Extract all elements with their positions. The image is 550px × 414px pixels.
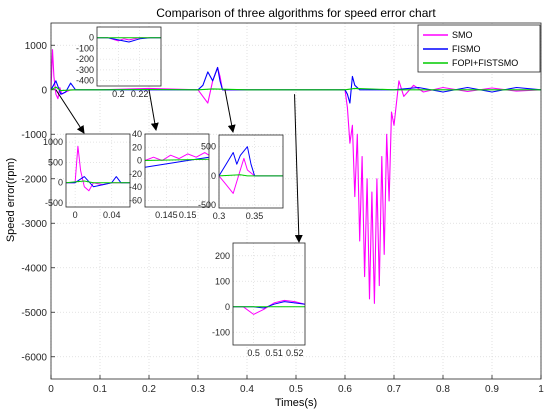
- inset-x-tick-label: 0.145: [155, 210, 178, 220]
- plot-frame: [50, 22, 542, 380]
- legend-label: SMO: [452, 30, 473, 40]
- inset-y-tick-label: 20: [132, 142, 142, 152]
- inset-y-tick-label: -60: [129, 195, 142, 205]
- inset-y-tick-label: 40: [132, 129, 142, 139]
- x-tick-label: 0.3: [191, 384, 205, 395]
- inset-frame: [218, 134, 284, 209]
- inset-series-line: [144, 158, 210, 161]
- zoom-arrow: [148, 89, 159, 131]
- inset-x-tick-label: 0.5: [247, 348, 260, 358]
- inset-x-tick-label: 0.22: [131, 89, 149, 99]
- inset-x-tick-label: 0.2: [112, 89, 125, 99]
- y-tick-label: 1000: [25, 41, 48, 52]
- x-tick-label: 0.8: [436, 384, 450, 395]
- series-line-fopi-fistsmo: [50, 86, 541, 92]
- inset-plots: 0.2 0.220-100-200-300-4000 0.0410005000-50…: [43, 26, 306, 358]
- zoom-arrow: [55, 89, 85, 134]
- inset-y-tick-label: 500: [48, 157, 63, 167]
- y-tick-label: -3000: [21, 219, 47, 230]
- inset-y-tick-label: -20: [129, 169, 142, 179]
- inset-plot: 0 0.04 1000 500 0 -500: [43, 133, 131, 220]
- y-axis-label: Speed error(rpm): [5, 158, 17, 242]
- zoom-arrows: [55, 89, 303, 243]
- inset-y-tick-label: -500: [198, 200, 216, 210]
- inset-y-tick-label: 0: [137, 156, 142, 166]
- inset-x-tick-label: 0.51: [265, 348, 283, 358]
- inset-y-tick-label: 0: [58, 178, 63, 188]
- inset-y-tick-label: -100: [212, 327, 230, 337]
- inset-y-tick-label: 100: [215, 276, 230, 286]
- inset-y-tick-label: -100: [76, 43, 94, 53]
- inset-y-tick-label: 1000: [43, 137, 63, 147]
- inset-y-tick-label: -300: [76, 65, 94, 75]
- inset-y-tick-label: 0: [225, 302, 230, 312]
- inset-y-tick-label: 500: [201, 142, 216, 152]
- x-tick-label: 0.2: [142, 384, 156, 395]
- inset-plot: 0.145 0.15 40 20 0 -20 -40 -60: [129, 129, 210, 220]
- inset-y-tick-label: 0: [89, 33, 94, 43]
- inset-y-tick-label: 0: [211, 171, 216, 181]
- inset-background: [219, 135, 283, 208]
- inset-y-tick-label: -500: [45, 198, 63, 208]
- inset-frame: [144, 133, 210, 208]
- zoom-arrow: [294, 94, 303, 243]
- inset-series-line: [218, 174, 283, 177]
- inset-background: [97, 27, 161, 86]
- inset-y-tick-label: -400: [76, 76, 94, 86]
- inset-frame: [96, 26, 162, 87]
- inset-series-line: [144, 156, 210, 168]
- inset-frame: [232, 242, 306, 346]
- y-tick-label: 0: [41, 85, 47, 96]
- inset-series-line: [66, 176, 130, 188]
- inset-y-tick-label: 200: [215, 251, 230, 261]
- inset-series-line: [144, 152, 210, 161]
- y-tick-label: -2000: [21, 174, 47, 185]
- inset-y-tick-label: -200: [76, 54, 94, 64]
- x-tick-label: 0.4: [240, 384, 254, 395]
- x-axis-label: Times(s): [275, 397, 317, 409]
- inset-background: [145, 134, 209, 207]
- x-tick-label: 0.9: [485, 384, 499, 395]
- y-tick-label: -4000: [21, 263, 47, 274]
- inset-background: [233, 243, 305, 345]
- y-tick-label: -5000: [21, 308, 47, 319]
- y-tick-label: -6000: [21, 352, 47, 363]
- inset-plot: 0.5 0.51 0.52 200 100 0 -100: [212, 242, 306, 358]
- x-tick-label: 1: [538, 384, 544, 395]
- inset-x-tick-label: 0.15: [179, 210, 197, 220]
- inset-x-tick-label: 0.04: [103, 210, 121, 220]
- inset-series-line: [65, 180, 130, 184]
- inset-x-tick-label: 0.35: [246, 211, 264, 221]
- inset-frame: [65, 133, 131, 208]
- chart-title: Comparison of three algorithms for speed…: [156, 6, 436, 20]
- inset-x-tick-label: 0.52: [286, 348, 304, 358]
- x-tick-label: 0.1: [93, 384, 107, 395]
- x-tick-label: 0.6: [338, 384, 352, 395]
- legend-label: FISMO: [452, 44, 481, 54]
- legend: SMO FISMO FOPI+FISTSMO: [417, 24, 541, 73]
- legend-label: FOPI+FISTSMO: [452, 58, 518, 68]
- y-tick-label: -1000: [21, 130, 47, 141]
- inset-plot: 0.3 0.35 500 0 -500: [198, 134, 284, 221]
- inset-background: [66, 134, 130, 207]
- inset-x-tick-label: 0.3: [213, 211, 226, 221]
- inset-y-tick-label: -40: [129, 182, 142, 192]
- inset-plot: 0.2 0.22 0-100-200-300-400: [76, 26, 162, 99]
- inset-x-tick-label: 0: [73, 210, 78, 220]
- x-tick-label: 0: [48, 384, 54, 395]
- zoom-arrow: [224, 89, 236, 133]
- x-tick-label: 0.7: [387, 384, 401, 395]
- x-tick-label: 0.5: [289, 384, 303, 395]
